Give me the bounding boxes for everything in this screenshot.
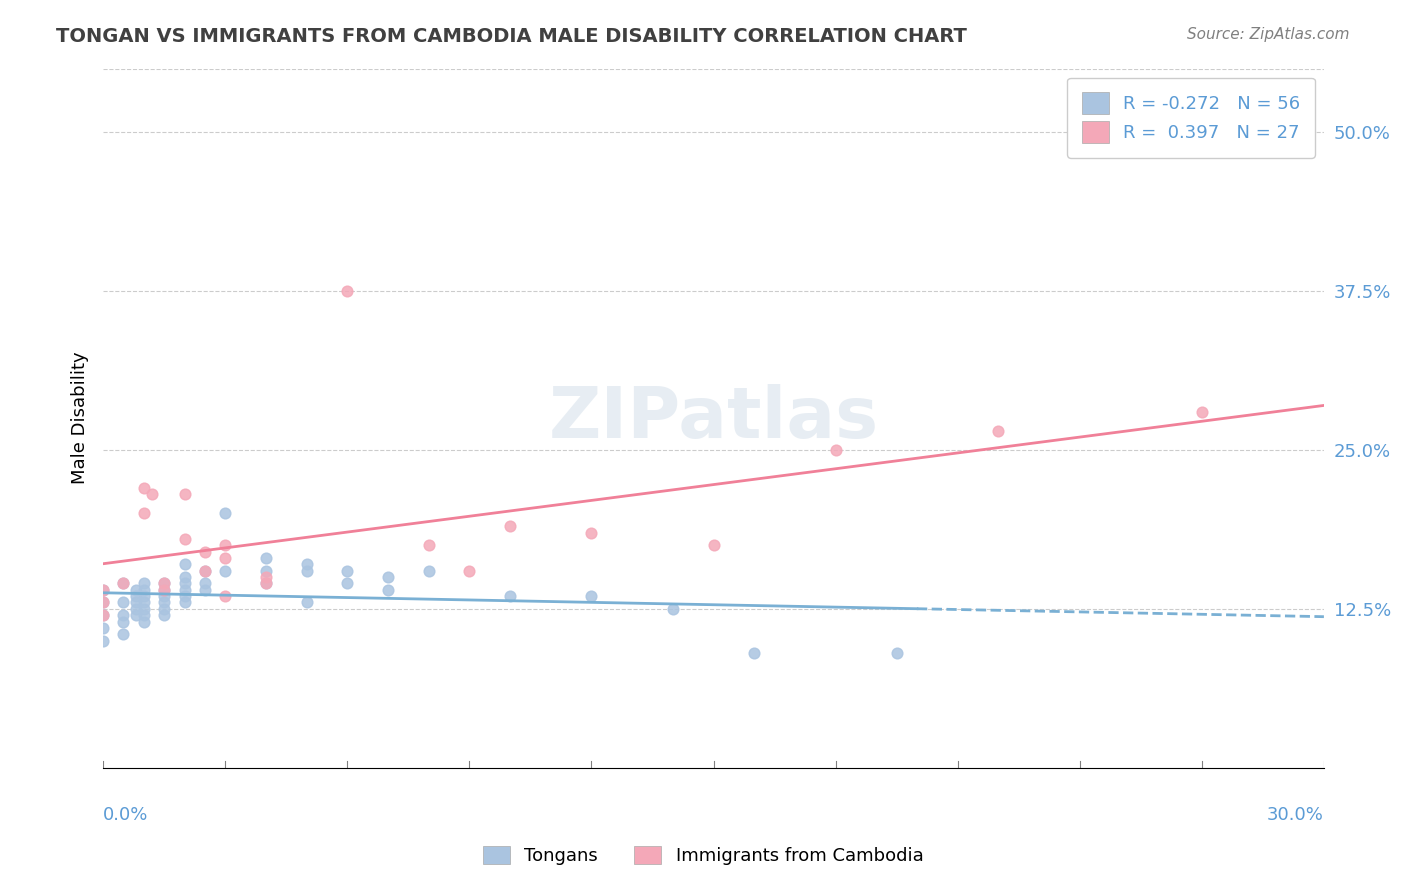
Point <box>132 582 155 597</box>
Point <box>581 525 603 540</box>
Point <box>987 424 1010 438</box>
Point <box>132 576 155 591</box>
Point <box>91 582 114 597</box>
Point <box>173 532 195 546</box>
Point <box>418 538 440 552</box>
Point <box>742 646 765 660</box>
Point <box>132 608 155 623</box>
Point <box>194 564 217 578</box>
Point <box>132 602 155 616</box>
Point <box>377 582 399 597</box>
Point <box>125 589 148 603</box>
Point <box>254 576 277 591</box>
Legend: R = -0.272   N = 56, R =  0.397   N = 27: R = -0.272 N = 56, R = 0.397 N = 27 <box>1067 78 1315 158</box>
Point <box>214 564 236 578</box>
Point <box>824 442 846 457</box>
Point <box>125 602 148 616</box>
Point <box>91 621 114 635</box>
Point <box>662 602 685 616</box>
Text: ZIPatlas: ZIPatlas <box>548 384 879 452</box>
Point <box>194 544 217 558</box>
Point <box>112 576 135 591</box>
Point <box>173 570 195 584</box>
Y-axis label: Male Disability: Male Disability <box>72 351 89 484</box>
Point <box>581 589 603 603</box>
Point <box>173 558 195 572</box>
Point <box>214 589 236 603</box>
Point <box>153 582 176 597</box>
Point <box>132 615 155 629</box>
Point <box>254 564 277 578</box>
Point <box>336 284 359 298</box>
Point <box>499 589 522 603</box>
Point <box>91 582 114 597</box>
Point <box>153 576 176 591</box>
Point <box>173 582 195 597</box>
Point <box>173 487 195 501</box>
Point <box>418 564 440 578</box>
Point <box>336 564 359 578</box>
Point <box>112 615 135 629</box>
Point <box>214 507 236 521</box>
Text: 0.0%: 0.0% <box>103 806 149 824</box>
Point <box>254 570 277 584</box>
Point <box>194 576 217 591</box>
Point <box>214 538 236 552</box>
Point <box>377 570 399 584</box>
Point <box>125 582 148 597</box>
Text: Source: ZipAtlas.com: Source: ZipAtlas.com <box>1187 27 1350 42</box>
Point <box>91 633 114 648</box>
Point <box>702 538 724 552</box>
Point <box>112 576 135 591</box>
Point <box>173 589 195 603</box>
Point <box>254 576 277 591</box>
Point <box>132 507 155 521</box>
Point <box>153 595 176 609</box>
Point <box>886 646 908 660</box>
Point <box>336 576 359 591</box>
Point <box>295 558 318 572</box>
Legend: Tongans, Immigrants from Cambodia: Tongans, Immigrants from Cambodia <box>474 837 932 874</box>
Point <box>112 608 135 623</box>
Point <box>214 551 236 566</box>
Point <box>254 551 277 566</box>
Point <box>194 564 217 578</box>
Point <box>132 595 155 609</box>
Text: 30.0%: 30.0% <box>1267 806 1324 824</box>
Point <box>499 519 522 533</box>
Point <box>125 608 148 623</box>
Point <box>125 595 148 609</box>
Point <box>173 576 195 591</box>
Point <box>91 608 114 623</box>
Point <box>112 595 135 609</box>
Point <box>153 589 176 603</box>
Point <box>153 576 176 591</box>
Point <box>132 589 155 603</box>
Point <box>132 481 155 495</box>
Point <box>295 595 318 609</box>
Text: TONGAN VS IMMIGRANTS FROM CAMBODIA MALE DISABILITY CORRELATION CHART: TONGAN VS IMMIGRANTS FROM CAMBODIA MALE … <box>56 27 967 45</box>
Point <box>141 487 163 501</box>
Point <box>194 582 217 597</box>
Point <box>91 595 114 609</box>
Point <box>91 608 114 623</box>
Point <box>153 608 176 623</box>
Point <box>173 595 195 609</box>
Point <box>1191 405 1213 419</box>
Point <box>91 595 114 609</box>
Point <box>153 582 176 597</box>
Point <box>458 564 481 578</box>
Point <box>153 602 176 616</box>
Point <box>112 627 135 641</box>
Point <box>295 564 318 578</box>
